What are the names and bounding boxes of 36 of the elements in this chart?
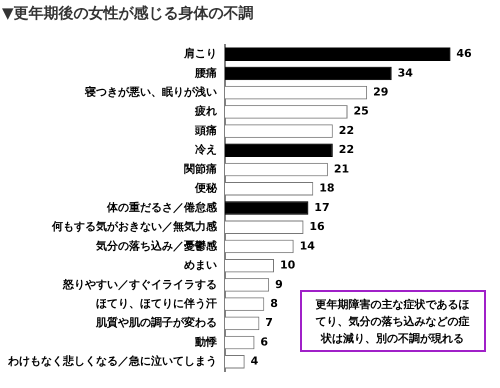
y-tick-label: 腰痛 [194, 66, 217, 80]
data-label: 25 [354, 104, 369, 118]
data-label: 29 [373, 86, 388, 99]
data-label: 22 [338, 124, 354, 137]
y-tick-label: 肌質や肌の調子が変わる [95, 316, 217, 330]
chart-title: ▼更年期後の女性が感じる身体の不調 [2, 4, 254, 23]
y-tick-label: 怒りやすい／すぐイライラする [62, 278, 217, 291]
data-label: 18 [319, 182, 335, 195]
y-tick-label: 肩こり [183, 47, 217, 60]
y-tick-label: わけもなく悲しくなる／急に泣いてしまう [7, 354, 217, 368]
y-tick-label: 気分の落ち込み／憂鬱感 [95, 239, 218, 252]
data-label: 17 [314, 200, 330, 214]
data-label: 34 [398, 66, 414, 80]
data-label: 22 [338, 143, 354, 156]
data-label: 7 [265, 316, 273, 330]
y-tick-label: 冷え [195, 143, 217, 156]
y-tick-label: 関節痛 [184, 162, 217, 176]
data-label: 4 [250, 354, 259, 368]
data-label: 16 [309, 220, 326, 234]
y-tick-label: 体の重だるさ／倦怠感 [106, 200, 218, 214]
annotation: 更年期障害の主な症状であるほてり、気分の落ち込みなどの症状は減り、別の不調が現れる [314, 297, 470, 347]
y-tick-label: 疲れ [194, 104, 217, 118]
data-label: 46 [456, 47, 472, 60]
y-tick-label: めまい [184, 258, 217, 272]
data-label: 21 [334, 162, 350, 176]
y-tick-label: ほてり、ほてりに伴う汗 [96, 296, 217, 310]
y-tick-label: 頭痛 [194, 124, 217, 137]
y-tick-label: 何もする気がおきない／無気力感 [51, 220, 218, 234]
data-label: 6 [260, 335, 268, 348]
data-label: 8 [270, 296, 278, 310]
data-label: 10 [280, 258, 296, 272]
data-label: 14 [300, 239, 316, 252]
data-label: 9 [275, 278, 283, 291]
y-tick-label: 便秘 [194, 182, 218, 195]
y-tick-label: 動悸 [194, 335, 217, 348]
y-tick-label: 寝つきが悪い、眠りが浅い [84, 86, 217, 99]
